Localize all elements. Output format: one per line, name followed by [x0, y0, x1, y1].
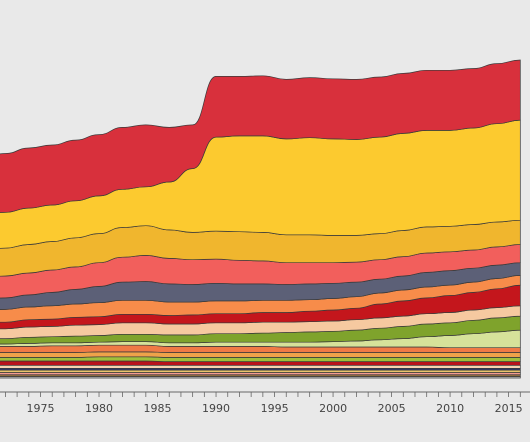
x-tick-label: 2015 [495, 402, 523, 415]
x-tick-label: 2010 [436, 402, 464, 415]
series-band-17 [0, 369, 521, 373]
x-tick-label: 1995 [261, 402, 289, 415]
series-band-1 [0, 59, 521, 213]
x-tick-label: 2005 [378, 402, 406, 415]
x-axis: 1975 1980 1985 1990 1995 2000 2005 2010 2015 [0, 391, 530, 415]
x-tick-label: 1980 [85, 402, 113, 415]
x-tick-label: 1990 [202, 402, 230, 415]
series-band-15 [0, 364, 521, 369]
series-layers [0, 59, 521, 379]
x-tick-label: 1975 [27, 402, 55, 415]
x-tick-label: 2000 [319, 402, 347, 415]
x-tick-label: 1985 [144, 402, 172, 415]
